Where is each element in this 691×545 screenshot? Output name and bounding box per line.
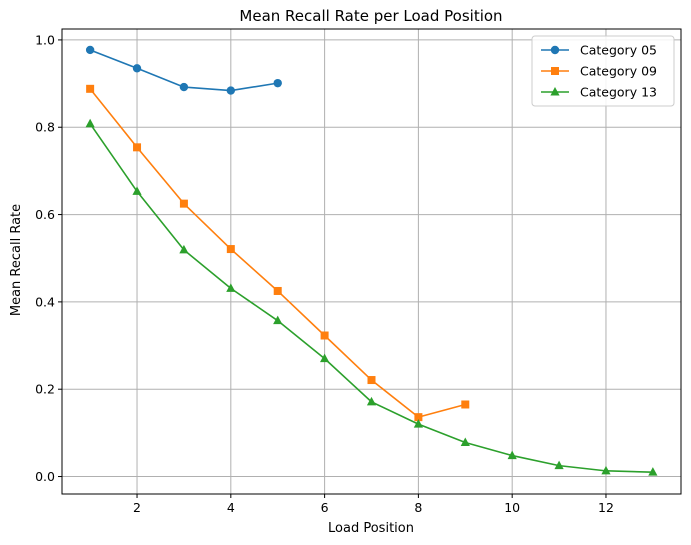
data-point <box>85 45 95 55</box>
legend-marker <box>550 87 560 96</box>
y-tick-label: 0.2 <box>35 382 55 397</box>
legend-label: Category 05 <box>580 43 657 58</box>
data-point <box>413 419 423 428</box>
data-point <box>226 283 236 292</box>
data-point <box>273 315 283 325</box>
x-tick-label: 4 <box>227 500 235 515</box>
legend-label: Category 13 <box>580 85 657 100</box>
data-point <box>273 78 282 88</box>
data-point <box>320 331 329 340</box>
data-point <box>601 465 611 475</box>
y-tick-label: 0.0 <box>35 469 55 484</box>
series-line <box>89 88 466 418</box>
x-tick-label: 12 <box>598 500 614 515</box>
data-point <box>179 82 189 92</box>
data-point <box>554 460 564 470</box>
legend-item: Category 13 <box>541 85 657 100</box>
data-point <box>367 376 376 385</box>
data-point <box>86 84 95 93</box>
data-point <box>273 286 282 295</box>
chart-title: Mean Recall Rate per Load Position <box>239 7 502 25</box>
legend-label: Category 09 <box>580 64 657 79</box>
data-point <box>320 353 330 363</box>
x-axis-label: Load Position <box>328 521 414 536</box>
plot-frame <box>61 28 682 495</box>
data-point <box>648 467 658 476</box>
data-point <box>226 86 236 95</box>
data-point <box>179 199 188 208</box>
legend-item: Category 09 <box>541 64 657 79</box>
data-point <box>132 64 142 73</box>
x-tick-label: 6 <box>321 500 329 515</box>
y-tick-label: 0.8 <box>35 120 55 135</box>
data-point <box>460 437 470 446</box>
ticks: 2 4 6 8 10 12 0.0 0.2 0.4 0.6 0.8 1.0 <box>35 32 614 515</box>
y-axis-label: Mean Recall Rate <box>9 204 24 316</box>
data-point <box>226 245 235 254</box>
data-point <box>366 396 377 406</box>
series-1 <box>85 45 282 95</box>
legend-marker <box>550 45 560 55</box>
series-3 <box>85 118 658 476</box>
data-point <box>507 450 517 460</box>
legend: Category 05 Category 09 Category 13 <box>531 35 675 107</box>
data-point <box>461 400 470 409</box>
x-tick-label: 10 <box>504 500 520 515</box>
series-layer <box>85 45 658 476</box>
y-tick-label: 0.6 <box>35 207 55 222</box>
x-tick-label: 2 <box>133 500 141 515</box>
y-tick-label: 0.4 <box>35 294 55 309</box>
x-tick-label: 8 <box>414 500 422 515</box>
y-tick-label: 1.0 <box>35 32 55 47</box>
data-point <box>179 244 189 254</box>
series-2 <box>86 84 470 422</box>
legend-box <box>531 35 675 107</box>
data-point <box>133 143 142 152</box>
data-point <box>414 413 423 422</box>
data-point <box>132 186 142 195</box>
legend-item: Category 05 <box>541 43 657 58</box>
series-line <box>89 123 653 473</box>
data-point <box>85 118 95 128</box>
legend-marker <box>551 67 559 75</box>
